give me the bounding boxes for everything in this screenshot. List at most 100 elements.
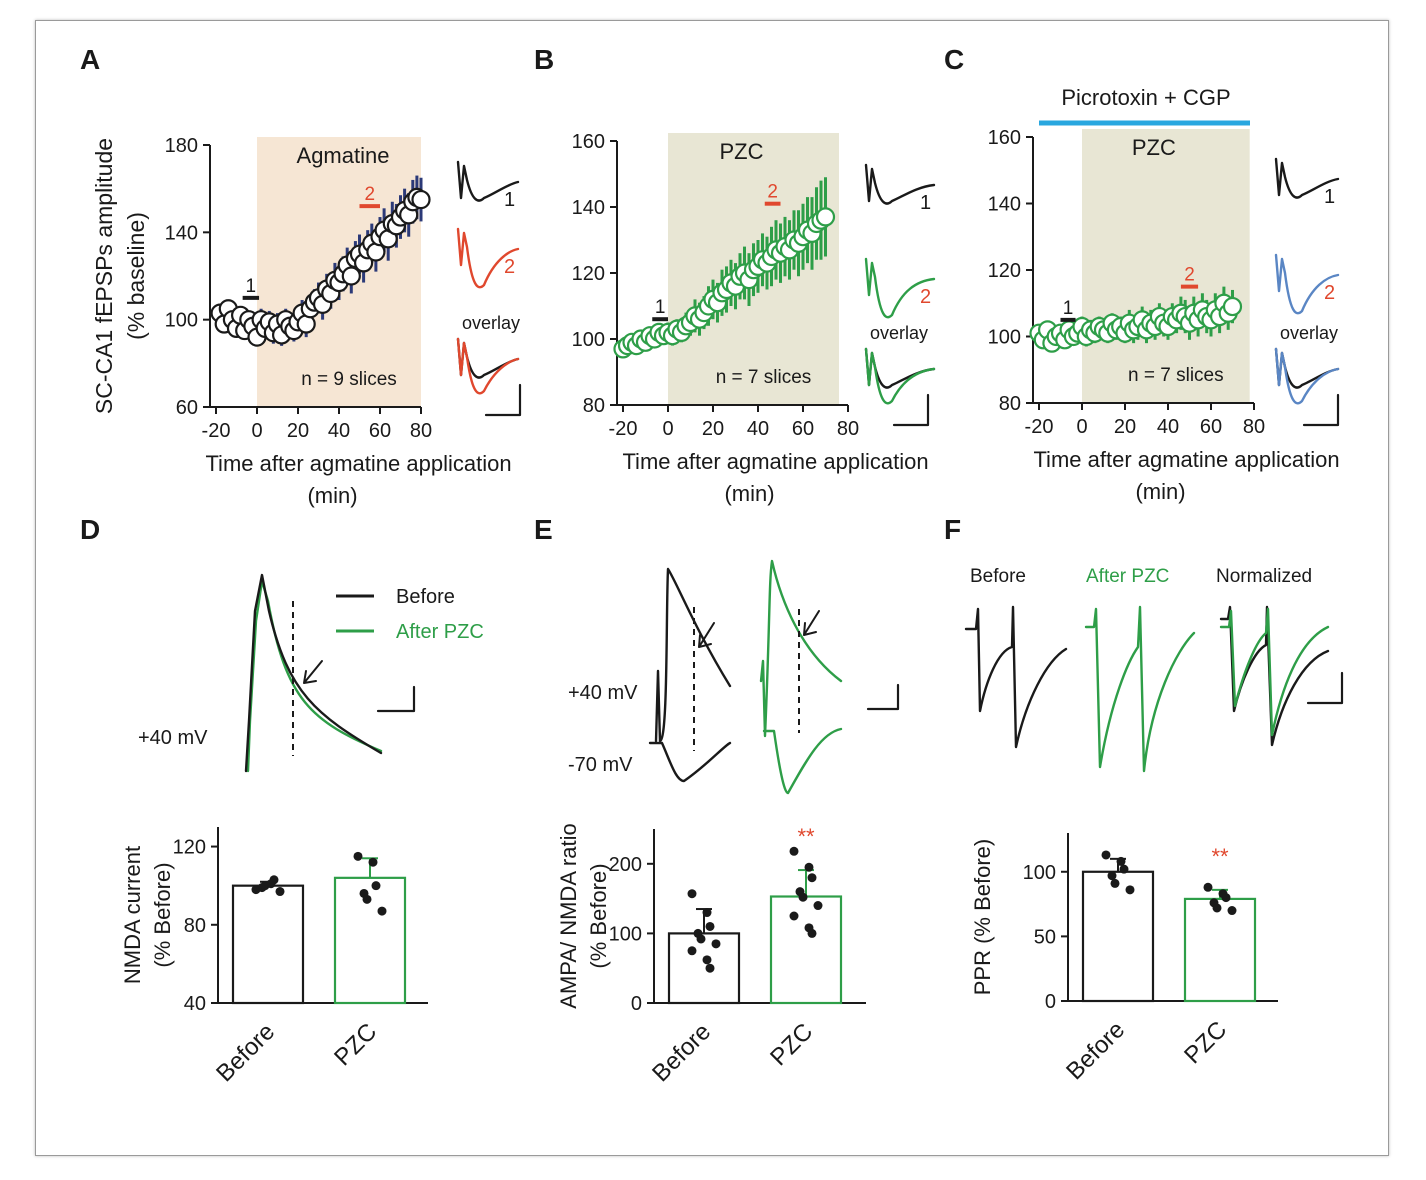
trace-2-label: 2: [920, 286, 931, 308]
panel-a-ylabel: SC-CA1 fEPSPs amplitude (% baseline): [91, 138, 149, 414]
trace-1-label: 1: [504, 189, 515, 211]
ppr-after-trace: [1084, 605, 1196, 773]
x-tick-label: 60: [369, 420, 391, 442]
x-axis-label: Time after agmatine application: [622, 449, 928, 474]
ppr-before-label: Before: [970, 566, 1026, 587]
trace-insets-c: 1 2 overlay: [1274, 157, 1340, 427]
data-dot: [368, 857, 378, 867]
bar-before: [231, 884, 305, 1005]
data-dot: [1125, 885, 1135, 895]
nmda-before-trace: [244, 573, 383, 773]
legend-after-label: After PZC: [396, 621, 484, 643]
category-label: PZC: [765, 1018, 818, 1071]
y-tick-label: 120: [173, 837, 206, 859]
fepsp-trace: [456, 227, 520, 289]
timecourse-a: -20 0 20 40 60 80 60 100 140 180 1 2 Agmatine n = 9 s…: [165, 135, 512, 508]
data-dot: [1110, 878, 1120, 888]
data-dot: [798, 892, 808, 902]
arrow-icon: [698, 622, 715, 648]
bar-pzc: [769, 895, 843, 1005]
y-tick-label: 120: [988, 260, 1021, 282]
data-dot: [705, 963, 715, 973]
y-tick-label: 50: [1034, 926, 1056, 948]
data-dot: [711, 939, 721, 949]
data-dot: [1203, 882, 1213, 892]
ampa-nmda-after-positive: [759, 559, 843, 738]
data-dot: [687, 946, 697, 956]
data-point: [1222, 296, 1243, 317]
y-tick-label: 100: [988, 327, 1021, 349]
x-axis-label: Time after agmatine application: [205, 451, 511, 476]
x-tick-label: 20: [1114, 416, 1136, 438]
y-axis-label-line2: (% Before): [586, 863, 611, 968]
fepsp-trace: [864, 257, 936, 319]
barchart-d: 40 80 120 Before PZC NMDA current (% Before): [120, 827, 428, 1087]
x-tick-label: 0: [251, 420, 262, 442]
barchart-e: 0 100 200 Before PZC ** AMPA/ NMDA ratio (% Bef…: [556, 823, 866, 1087]
x-tick-label: -20: [202, 420, 231, 442]
data-dot: [1107, 871, 1117, 881]
time-marker-2-label: 2: [1184, 265, 1195, 286]
y-axis-label: SC-CA1 fEPSPs amplitude: [91, 138, 117, 414]
panel-letter-f: F: [944, 514, 961, 545]
data-dot: [1119, 864, 1129, 874]
x-tick-label: 20: [702, 418, 724, 440]
data-dot: [260, 881, 270, 891]
y-axis-label-line2: (% Before): [150, 862, 175, 967]
drug-bar-c: Picrotoxin + CGP: [1039, 85, 1250, 126]
x-tick-label: 0: [1076, 416, 1087, 438]
x-axis-unit: (min): [1135, 479, 1185, 504]
barchart-f: 0 50 100 Before PZC ** PPR (% Before): [970, 833, 1278, 1085]
data-dot: [789, 846, 799, 856]
bar-before: [1081, 870, 1155, 1003]
panel-letter-b: B: [534, 44, 554, 75]
arrow-icon: [803, 610, 820, 636]
scale-bar: [484, 383, 522, 417]
data-dot: [1101, 850, 1111, 860]
y-tick-label: 60: [176, 397, 198, 419]
y-axis-label-line2: (% baseline): [123, 212, 149, 340]
y-tick-label: 0: [1045, 991, 1056, 1013]
y-tick-label: 180: [165, 135, 198, 157]
n-label: n = 7 slices: [716, 367, 812, 388]
time-marker-1-label: 1: [246, 276, 257, 297]
trace-1-label: 1: [920, 192, 931, 214]
y-axis-label: AMPA/ NMDA ratio: [556, 823, 581, 1008]
data-dot: [702, 955, 712, 965]
panel-letter-a: A: [80, 44, 100, 75]
y-tick-label: 80: [583, 395, 605, 417]
treatment-label: PZC: [1132, 135, 1176, 160]
data-dot: [702, 908, 712, 918]
panel-e-traces: +40 mV -70 mV: [568, 559, 900, 795]
category-label: PZC: [1179, 1016, 1232, 1069]
timecourse-c: -20 0 20 40 60 80 80 100 120 140 160 1 2 PZC n = 7 sli…: [988, 127, 1340, 504]
drug-shade: [1082, 129, 1250, 403]
data-dot: [1227, 906, 1237, 916]
ampa-nmda-after-negative: [762, 727, 843, 795]
x-tick-label: -20: [609, 418, 638, 440]
fepsp-trace: [1274, 253, 1340, 315]
y-tick-label: 140: [572, 197, 605, 219]
y-axis-label: PPR (% Before): [970, 839, 995, 996]
time-marker-2-label: 2: [767, 182, 778, 203]
ampa-nmda-before-positive: [654, 567, 732, 743]
trace-2-label: 2: [504, 256, 515, 278]
n-label: n = 7 slices: [1128, 365, 1224, 386]
data-dot: [807, 873, 817, 883]
significance-stars: **: [797, 824, 815, 849]
figure-panel: A B C D E F -20 0 20 40 60 80 60 100 140 180 1 2 Agmatine n…: [35, 20, 1389, 1156]
y-tick-label: 140: [988, 194, 1021, 216]
y-tick-label: 0: [631, 993, 642, 1015]
overlay-label: overlay: [462, 313, 520, 333]
data-dot: [807, 928, 817, 938]
data-dot: [687, 889, 697, 899]
x-tick-label: 40: [328, 420, 350, 442]
data-dot: [789, 911, 799, 921]
y-tick-label: 160: [988, 127, 1021, 149]
x-tick-label: 80: [1243, 416, 1265, 438]
scale-bar: [892, 393, 930, 427]
scale-bar: [1302, 393, 1340, 427]
panel-d-traces: Before After PZC +40 mV: [138, 573, 484, 773]
picrotoxin-cgp-label: Picrotoxin + CGP: [1061, 85, 1230, 110]
